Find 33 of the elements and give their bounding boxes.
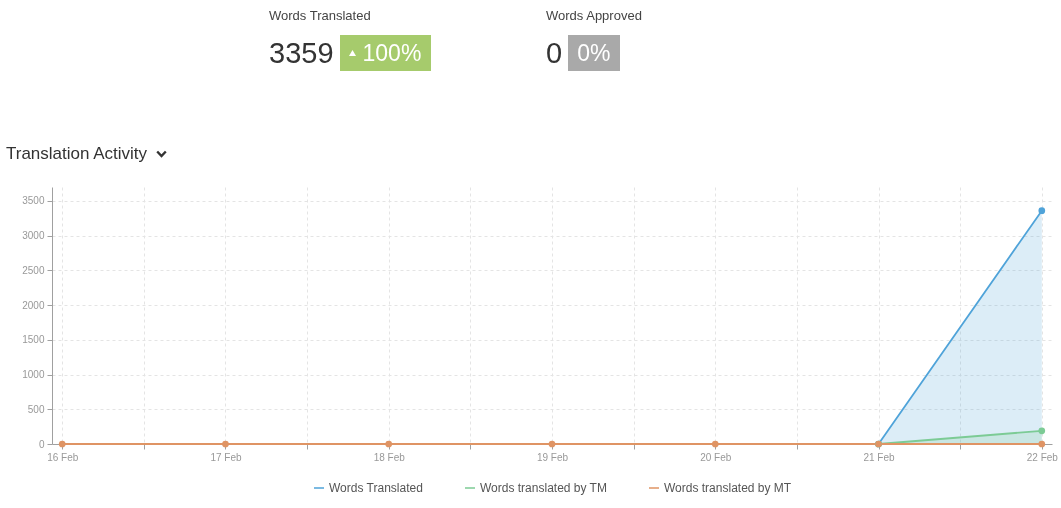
legend-label: Words translated by MT	[664, 481, 792, 495]
y-tick-label: 3500	[22, 195, 45, 207]
x-tick-label: 16 Feb	[47, 451, 79, 463]
text: 0	[546, 36, 563, 71]
point	[385, 440, 393, 448]
point	[222, 440, 229, 448]
x-tick-label: 20 Feb	[700, 451, 732, 463]
text: Words Approved	[546, 8, 643, 24]
y-tick-label: 2500	[22, 264, 45, 276]
x-tick-label: 17 Feb	[210, 451, 242, 463]
y-tick-label: 0	[38, 438, 45, 450]
text: 3359	[269, 36, 334, 71]
y-tick-label: 3000	[22, 230, 45, 242]
legend-label: Words Translated	[329, 481, 423, 495]
point	[1038, 427, 1046, 435]
x-tick-label: 19 Feb	[536, 451, 569, 463]
point	[58, 440, 66, 448]
point	[1038, 440, 1046, 448]
point	[548, 440, 556, 448]
text: Words Translated	[269, 8, 372, 24]
text: 100%	[362, 39, 422, 68]
y-tick-label: 2000	[22, 299, 45, 311]
point	[711, 440, 719, 448]
x-tick-label: 18 Feb	[373, 451, 406, 463]
point	[1038, 207, 1046, 215]
legend-label: Words translated by TM	[480, 481, 607, 495]
x-tick-label: 22 Feb	[1026, 451, 1059, 463]
y-tick-label: 1000	[22, 369, 45, 381]
chart-title: Translation Activity	[6, 144, 148, 164]
text: 0%	[577, 39, 611, 68]
y-tick-label: 1500	[22, 334, 45, 346]
y-tick-label: 500	[27, 403, 45, 415]
x-tick-label: 21 Feb	[863, 451, 896, 463]
